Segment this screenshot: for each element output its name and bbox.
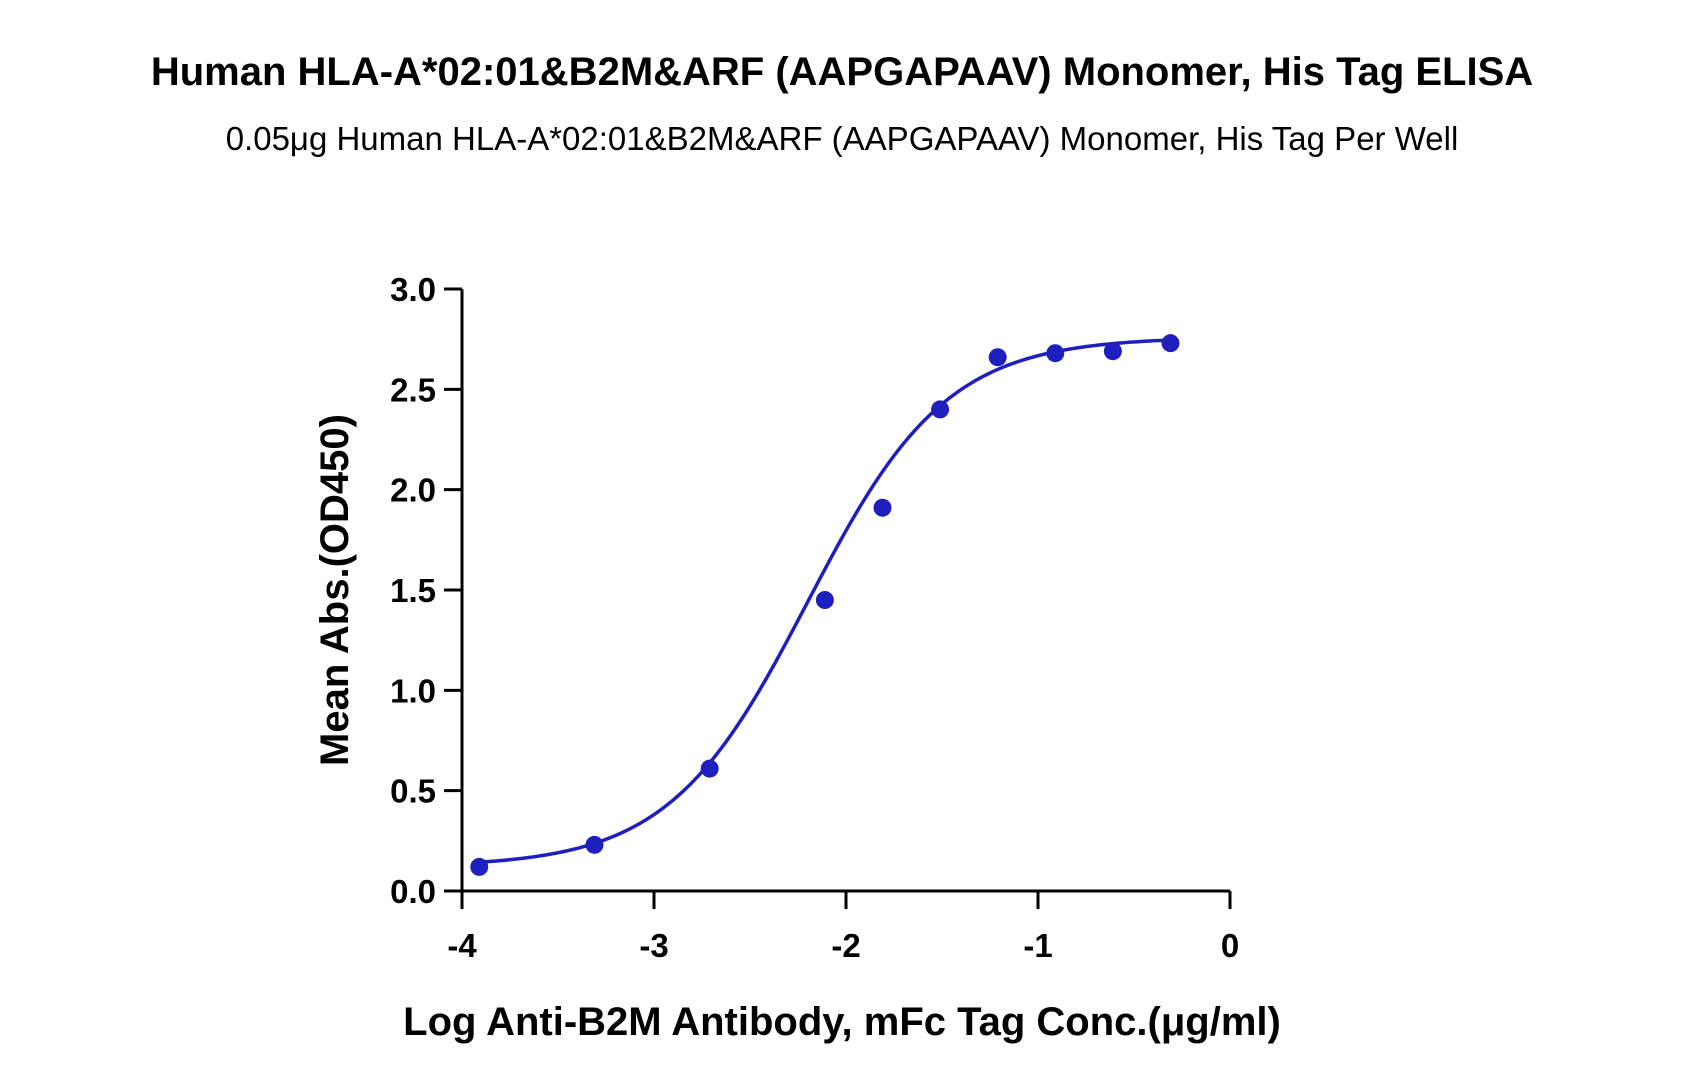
y-tick-label: 1.0 — [390, 672, 436, 709]
x-tick-label: -3 — [639, 927, 668, 964]
y-tick-label: 2.0 — [390, 472, 436, 509]
data-point — [1046, 344, 1065, 363]
x-axis-title: Log Anti-B2M Antibody, mFc Tag Conc.(μg/… — [403, 1000, 1281, 1044]
x-tick-label: -4 — [447, 927, 477, 964]
data-point — [470, 857, 489, 876]
data-point — [873, 498, 892, 517]
y-tick-label: 3.0 — [390, 271, 436, 308]
y-tick-label: 1.5 — [390, 572, 436, 609]
data-point — [815, 591, 834, 610]
y-axis-title: Mean Abs.(OD450) — [313, 414, 357, 766]
x-tick-label: -2 — [831, 927, 860, 964]
data-points-layer — [470, 334, 1180, 876]
chart-subtitle: 0.05μg Human HLA-A*02:01&B2M&ARF (AAPGAP… — [225, 120, 1459, 157]
x-tick-label: 0 — [1221, 927, 1239, 964]
data-point — [1103, 342, 1122, 361]
data-point — [585, 835, 604, 854]
axes: -4 -3 -2 -1 0 0.0 0.5 1.0 1.5 2.0 2.5 3.0 — [390, 271, 1239, 964]
x-tick-label: -1 — [1023, 927, 1052, 964]
data-point — [988, 348, 1007, 367]
data-point — [1161, 334, 1180, 353]
data-point — [700, 759, 719, 778]
data-point — [931, 400, 950, 419]
chart-title: Human HLA-A*02:01&B2M&ARF (AAPGAPAAV) Mo… — [150, 50, 1534, 94]
y-tick-label: 0.0 — [390, 873, 436, 910]
y-tick-label: 0.5 — [390, 773, 436, 810]
y-tick-label: 2.5 — [390, 371, 436, 408]
